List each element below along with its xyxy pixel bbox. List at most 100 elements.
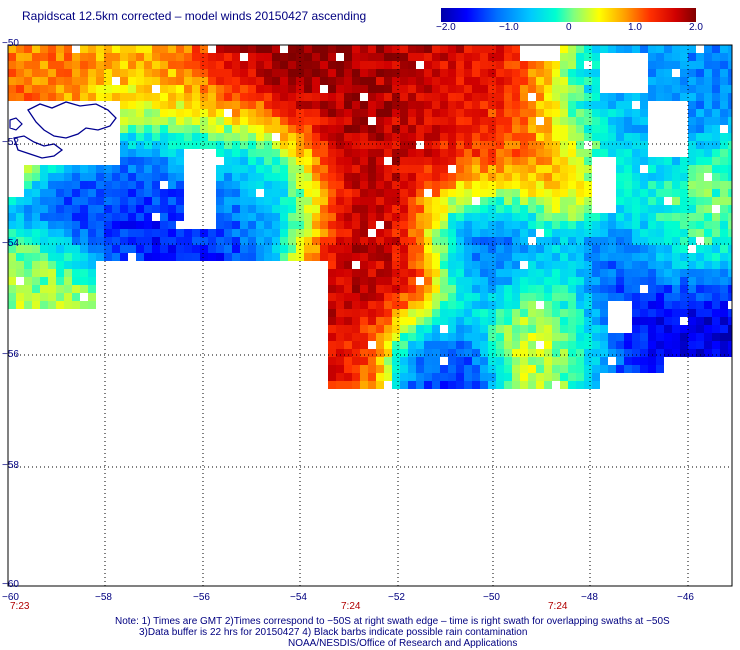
wind-cell: [72, 253, 80, 261]
wind-cell: [720, 333, 728, 341]
wind-cell: [224, 93, 232, 101]
wind-cell: [616, 229, 624, 237]
wind-cell: [520, 309, 528, 317]
wind-cell: [144, 53, 152, 61]
wind-cell: [720, 245, 728, 253]
wind-cell: [384, 317, 392, 325]
wind-cell: [360, 221, 368, 229]
wind-cell: [720, 117, 728, 125]
wind-cell: [712, 69, 720, 77]
wind-cell: [464, 309, 472, 317]
wind-cell: [480, 237, 488, 245]
wind-cell: [24, 277, 32, 285]
wind-cell: [56, 269, 64, 277]
wind-cell: [488, 253, 496, 261]
wind-cell: [440, 381, 448, 389]
wind-cell: [224, 101, 232, 109]
wind-cell: [416, 149, 424, 157]
wind-cell: [272, 237, 280, 245]
wind-cell: [376, 45, 384, 53]
wind-cell: [128, 197, 136, 205]
wind-cell: [576, 197, 584, 205]
wind-cell: [536, 189, 544, 197]
wind-cell: [248, 141, 256, 149]
wind-cell: [488, 373, 496, 381]
wind-cell: [560, 133, 568, 141]
wind-cell: [648, 261, 656, 269]
wind-cell: [328, 357, 336, 365]
wind-cell: [584, 349, 592, 357]
wind-cell: [352, 269, 360, 277]
wind-cell: [488, 277, 496, 285]
wind-cell: [592, 61, 600, 69]
wind-cell: [16, 245, 24, 253]
wind-cell: [80, 77, 88, 85]
wind-cell: [168, 197, 176, 205]
wind-cell: [544, 325, 552, 333]
wind-cell: [552, 181, 560, 189]
wind-cell: [656, 269, 664, 277]
wind-cell: [472, 77, 480, 85]
wind-cell: [280, 173, 288, 181]
wind-cell: [504, 229, 512, 237]
wind-cell: [48, 77, 56, 85]
wind-cell: [400, 357, 408, 365]
wind-cell: [344, 365, 352, 373]
wind-cell: [624, 333, 632, 341]
wind-cell: [216, 229, 224, 237]
wind-cell: [472, 117, 480, 125]
wind-cell: [592, 357, 600, 365]
wind-cell: [712, 309, 720, 317]
time-label: 7:23: [10, 601, 30, 612]
wind-cell: [624, 269, 632, 277]
wind-cell: [48, 53, 56, 61]
wind-cell: [328, 349, 336, 357]
wind-cell: [168, 181, 176, 189]
wind-cell: [456, 101, 464, 109]
x-tick-label: −58: [95, 592, 112, 603]
wind-cell: [696, 309, 704, 317]
wind-cell: [488, 53, 496, 61]
wind-cell: [504, 125, 512, 133]
wind-cell: [256, 213, 264, 221]
wind-cell: [520, 133, 528, 141]
wind-cell: [464, 45, 472, 53]
wind-cell: [424, 341, 432, 349]
wind-cell: [232, 45, 240, 53]
wind-cell: [368, 285, 376, 293]
wind-cell: [512, 245, 520, 253]
wind-cell: [584, 373, 592, 381]
wind-cell: [40, 173, 48, 181]
wind-cell: [416, 229, 424, 237]
wind-cell: [544, 85, 552, 93]
wind-cell: [392, 181, 400, 189]
wind-cell: [152, 149, 160, 157]
wind-cell: [584, 133, 592, 141]
wind-cell: [248, 165, 256, 173]
wind-cell: [656, 333, 664, 341]
wind-cell: [64, 61, 72, 69]
wind-cell: [48, 293, 56, 301]
wind-cell: [536, 149, 544, 157]
wind-cell: [680, 349, 688, 357]
wind-cell: [624, 245, 632, 253]
wind-cell: [328, 45, 336, 53]
wind-cell: [688, 253, 696, 261]
wind-cell: [648, 197, 656, 205]
wind-cell: [688, 301, 696, 309]
wind-cell: [352, 133, 360, 141]
wind-cell: [560, 77, 568, 85]
wind-cell: [504, 181, 512, 189]
wind-cell: [248, 189, 256, 197]
wind-cell: [40, 229, 48, 237]
wind-cell: [328, 309, 336, 317]
wind-cell: [560, 197, 568, 205]
wind-cell: [168, 141, 176, 149]
wind-cell: [360, 381, 368, 389]
wind-cell: [384, 69, 392, 77]
wind-cell: [320, 141, 328, 149]
wind-cell: [584, 221, 592, 229]
wind-cell: [320, 157, 328, 165]
wind-cell: [336, 109, 344, 117]
wind-cell: [384, 341, 392, 349]
